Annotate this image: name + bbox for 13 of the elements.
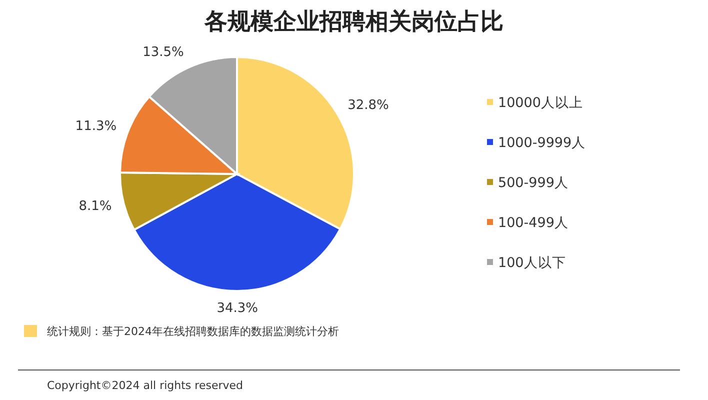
legend-label: 1000-9999人 (498, 135, 586, 151)
data-label: 34.3% (216, 301, 258, 316)
chart-title: 各规模企业招聘相关岗位占比 (204, 9, 504, 35)
text: 统计规则：基于2024年在线招聘数据库的数据监测统计分析 (47, 325, 339, 338)
legend-label: 500-999人 (498, 175, 568, 191)
legend-label: 100-499人 (498, 215, 568, 231)
legend-label: 10000人以上 (498, 95, 583, 111)
data-label: 11.3% (75, 118, 117, 134)
data-label: 8.1% (78, 199, 112, 214)
text: Copyright©2024 all rights reserved (47, 379, 243, 392)
data-label: 32.8% (348, 98, 389, 114)
data-label: 13.5% (142, 44, 184, 60)
legend-label: 100人以下 (498, 255, 566, 271)
